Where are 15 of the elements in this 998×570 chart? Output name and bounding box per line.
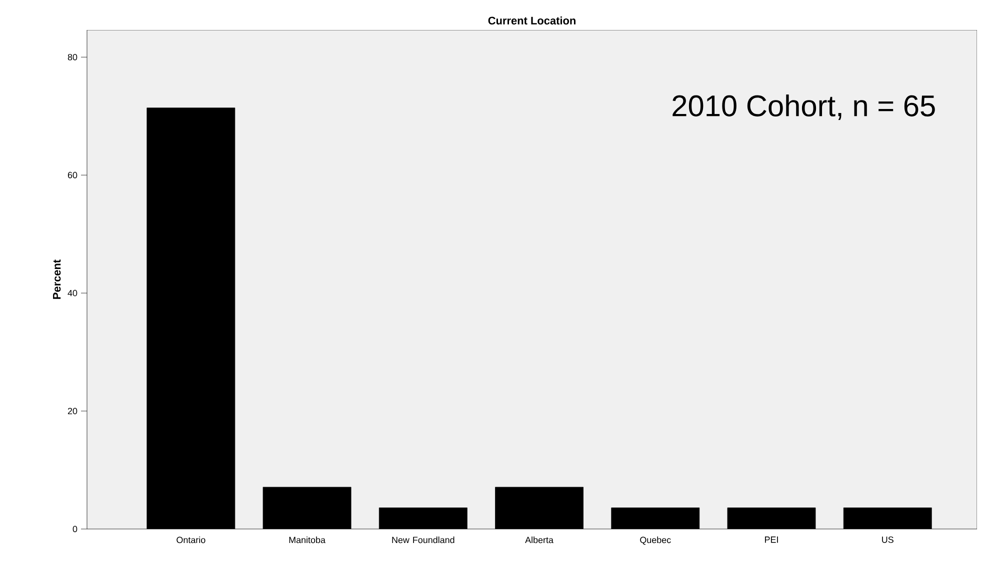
x-tick-label: US [882,536,894,543]
y-tick-label: 40 [68,290,78,296]
y-axis-title: Percent [53,260,61,299]
chart-title: Current Location [488,16,576,25]
y-tick-label: 60 [68,172,78,178]
y-tick-label: 80 [68,54,78,60]
y-tick-label: 20 [68,408,78,414]
annotation: 2010 Cohort, n = 65 [672,94,935,120]
x-tick-label: Ontario [176,536,206,544]
y-tick-label: 0 [72,526,78,532]
x-tick-label: New Foundland [392,536,454,544]
x-tick-label: PEI [765,536,778,543]
x-tick-label: Quebec [640,536,671,545]
x-tick-label: Manitoba [289,536,326,544]
x-tick-label: Alberta [525,536,554,544]
